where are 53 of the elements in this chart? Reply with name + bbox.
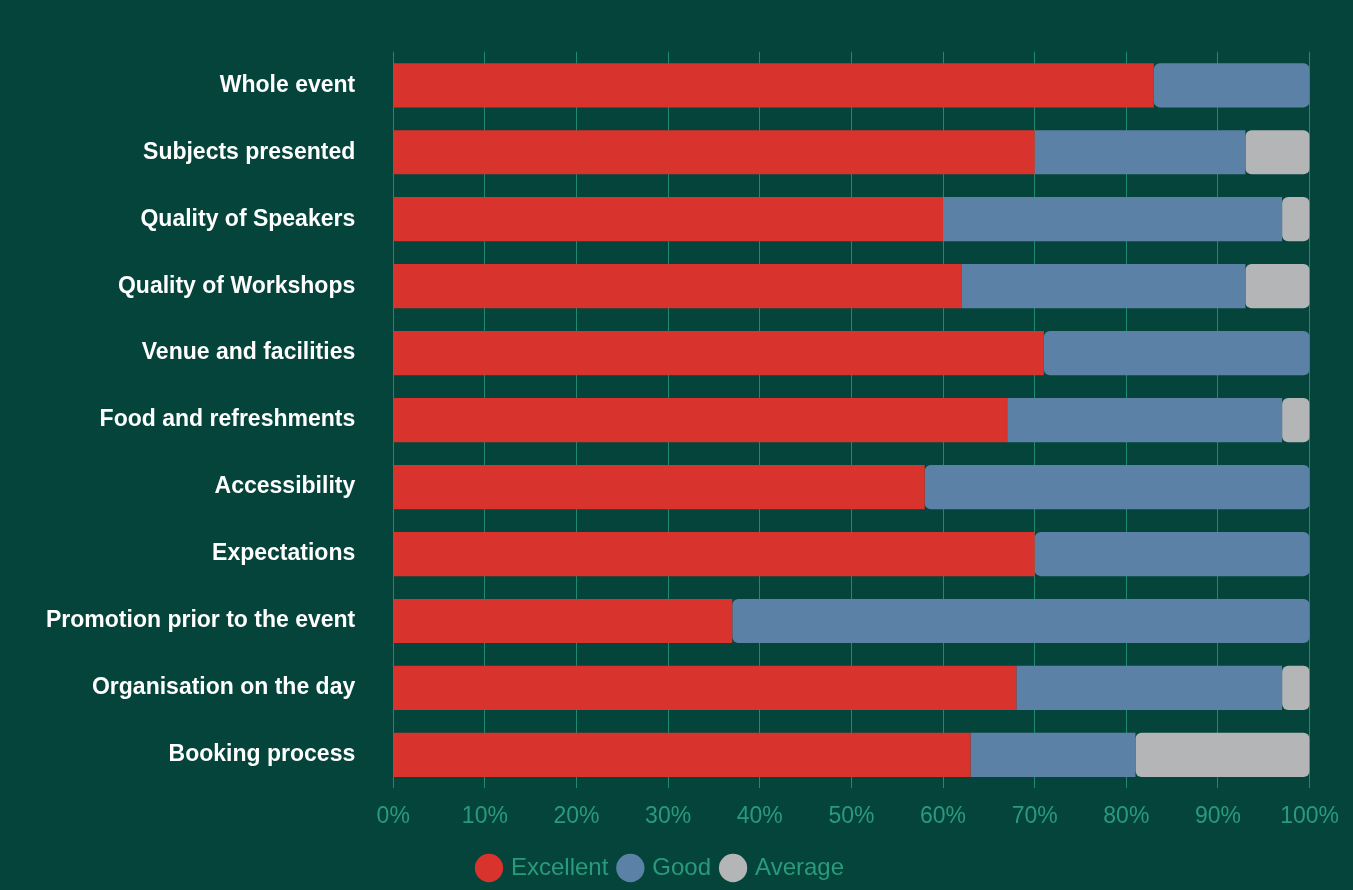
bar: [1153, 63, 1310, 108]
y-tick-label: Venue and facilities: [141, 338, 356, 365]
x-tick-label: 0%: [376, 801, 410, 828]
x-tick-label: 90%: [1194, 801, 1241, 828]
legend-label: Excellent: [510, 852, 609, 880]
bar: [393, 398, 1008, 443]
legend-label: Good: [652, 852, 712, 880]
bar: [393, 598, 733, 644]
bar: [393, 130, 1035, 175]
bar: [970, 732, 1136, 778]
bar: [393, 665, 1017, 711]
bar: [961, 264, 1246, 309]
x-tick-label: 50%: [828, 801, 875, 828]
bar: [1043, 331, 1310, 376]
bar: [393, 264, 962, 309]
bar: [943, 197, 1283, 242]
y-tick-label: Booking process: [168, 740, 356, 767]
x-tick-label: 60%: [920, 801, 967, 828]
bar: [393, 531, 1035, 577]
bar: [732, 598, 1310, 644]
bar: [1135, 732, 1310, 778]
x-tick-label: 40%: [736, 801, 783, 828]
y-tick-label: Promotion prior to the event: [46, 606, 356, 633]
y-tick-label: Expectations: [212, 539, 356, 566]
y-tick-label: Quality of Speakers: [140, 204, 356, 231]
bar: [393, 63, 1154, 108]
x-tick-label: 10%: [461, 801, 508, 828]
x-tick-label: 20%: [553, 801, 600, 828]
x-tick-label: 30%: [645, 801, 692, 828]
bar: [393, 331, 1044, 376]
bar: [1282, 197, 1310, 242]
bar: [1245, 130, 1310, 175]
bar: [1016, 665, 1283, 711]
bar: [924, 464, 1310, 510]
bar: [1034, 130, 1246, 175]
y-tick-label: Accessibility: [214, 472, 356, 499]
x-tick-label: 100%: [1280, 801, 1339, 828]
x-tick-label: 80%: [1103, 801, 1150, 828]
legend-label: Average: [755, 852, 845, 880]
y-tick-label: Organisation on the day: [91, 673, 356, 700]
bar: [1034, 531, 1310, 577]
bar: [393, 732, 971, 778]
bar: [393, 197, 944, 242]
y-tick-label: Subjects presented: [143, 137, 356, 164]
y-tick-label: Whole event: [219, 70, 356, 97]
y-tick-label: Food and refreshments: [99, 405, 356, 432]
y-tick-label: Quality of Workshops: [117, 271, 356, 298]
bar: [1245, 264, 1310, 309]
bar: [393, 464, 925, 510]
bar: [1007, 398, 1283, 443]
x-tick-label: 70%: [1011, 801, 1058, 828]
bar: [1282, 665, 1310, 711]
bar: [1282, 398, 1310, 443]
